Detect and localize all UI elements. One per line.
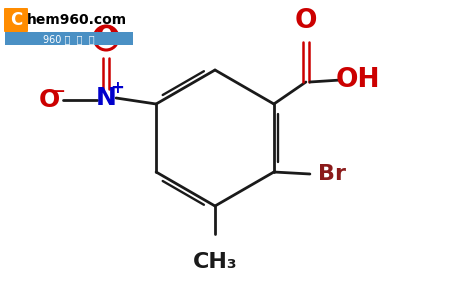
Text: C: C	[10, 11, 22, 29]
Text: O: O	[295, 8, 317, 34]
Text: −: −	[53, 84, 65, 98]
Text: N: N	[96, 86, 117, 110]
Text: O: O	[95, 24, 117, 48]
Text: CH₃: CH₃	[193, 252, 237, 272]
FancyBboxPatch shape	[5, 32, 133, 45]
Text: +: +	[110, 79, 124, 97]
FancyBboxPatch shape	[4, 8, 28, 32]
Text: O: O	[38, 88, 60, 112]
Text: Br: Br	[318, 164, 346, 184]
Text: hem960.com: hem960.com	[27, 13, 127, 27]
Text: OH: OH	[336, 67, 380, 93]
Text: 960 化  工  网: 960 化 工 网	[43, 34, 95, 44]
